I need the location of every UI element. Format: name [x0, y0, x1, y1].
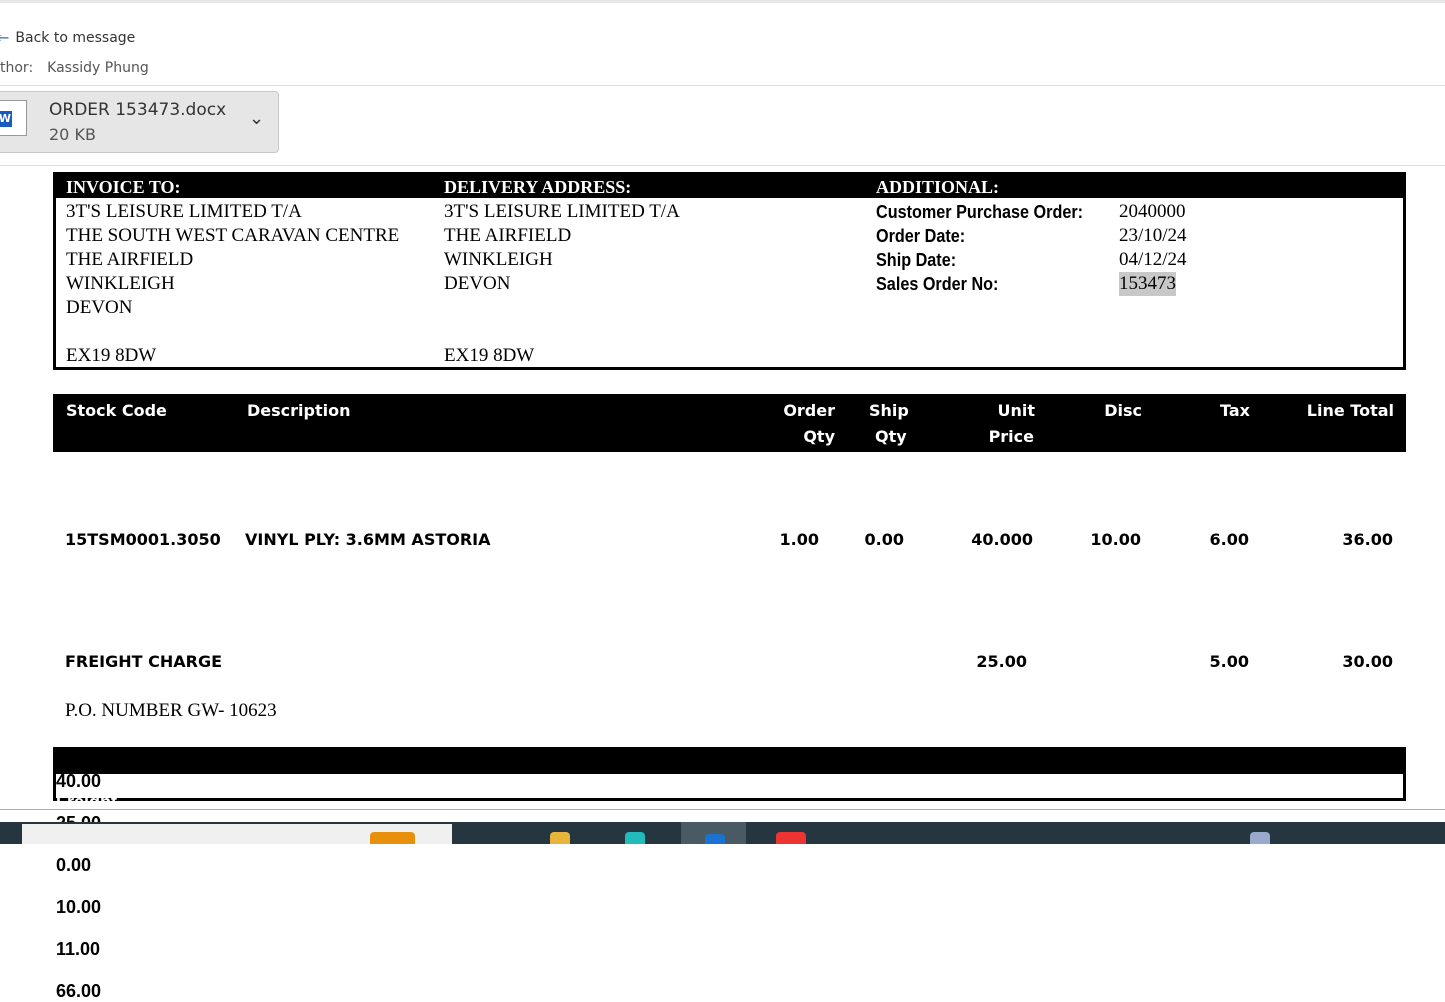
tax: 6.00 — [1209, 530, 1249, 549]
invoice-to-line: THE AIRFIELD — [66, 249, 194, 270]
col-ship-qty: Ship — [869, 401, 909, 420]
stock-code: FREIGHT CHARGE — [65, 652, 223, 671]
chevron-down-icon[interactable]: ⌄ — [249, 108, 265, 129]
delivery-line: WINKLEIGH — [444, 249, 553, 270]
invoice-to-heading: INVOICE TO: — [66, 177, 181, 197]
weather-icon[interactable] — [1250, 832, 1270, 844]
back-label: Back to message — [15, 29, 136, 46]
additional-value: 04/12/24 — [1119, 249, 1187, 270]
totals-label: Discount — [56, 876, 134, 896]
order-qty: 1.00 — [779, 530, 819, 549]
col-disc: Disc — [1104, 401, 1142, 420]
taskbar-search[interactable] — [22, 824, 452, 844]
delivery-line: THE AIRFIELD — [444, 225, 572, 246]
attachment-card[interactable]: W ORDER 153473.docx 20 KB ⌄ — [0, 91, 279, 153]
delivery-line: 3T'S LEISURE LIMITED T/A — [444, 201, 680, 222]
tax: 5.00 — [1209, 652, 1249, 671]
additional-heading: ADDITIONAL: — [876, 177, 1000, 197]
additional-label: Customer Purchase Order: — [876, 202, 1084, 222]
divider — [0, 809, 1445, 810]
totals-value: 0.00 — [56, 855, 92, 875]
address-header: INVOICE TO: DELIVERY ADDRESS: ADDITIONAL… — [56, 175, 1403, 198]
chrome-icon[interactable] — [776, 832, 806, 844]
author-name: Kassidy Phung — [47, 60, 149, 76]
totals-header-bar — [56, 750, 1403, 774]
invoice-to-line: THE SOUTH WEST CARAVAN CENTRE — [66, 225, 400, 246]
outlook-taskbar-button[interactable] — [681, 822, 746, 844]
totals-box: Gross Total40.00Freight25.00Miscellaneou… — [53, 747, 1406, 1001]
delivery-line: EX19 8DW — [444, 345, 535, 366]
invoice-to-line: WINKLEIGH — [66, 273, 175, 294]
file-explorer-icon[interactable] — [550, 832, 570, 844]
totals-value: 10.00 — [56, 897, 102, 917]
totals-label: Total invoice — [56, 960, 165, 980]
po-number-note: P.O. NUMBER GW- 10623 — [65, 700, 277, 721]
invoice-to-line: DEVON — [66, 297, 133, 318]
col-unit-price-2: Price — [988, 427, 1034, 446]
disc: 10.00 — [1090, 530, 1141, 549]
totals-label: Tax — [56, 918, 86, 938]
store-icon[interactable] — [370, 832, 415, 844]
delivery-heading: DELIVERY ADDRESS: — [444, 177, 632, 197]
author-label: thor: — [0, 60, 34, 76]
line-total: 36.00 — [1342, 530, 1393, 549]
totals-value: 66.00 — [56, 981, 102, 1001]
author-row: thor: Kassidy Phung — [0, 60, 149, 76]
col-stock-code: Stock Code — [66, 401, 167, 420]
unit-price: 25.00 — [976, 652, 1027, 671]
additional-value: 153473 — [1119, 272, 1176, 296]
table-header: Stock Code Description Order Qty Ship Qt… — [53, 394, 1406, 452]
address-box: INVOICE TO: DELIVERY ADDRESS: ADDITIONAL… — [53, 172, 1406, 370]
col-ship-qty-2: Qty — [875, 427, 907, 446]
additional-label: Ship Date: — [876, 250, 957, 270]
invoice-to-line: 3T'S LEISURE LIMITED T/A — [66, 201, 302, 222]
ship-qty: 0.00 — [864, 530, 904, 549]
description: VINYL PLY: 3.6MM ASTORIA — [245, 530, 491, 549]
word-doc-icon: W — [0, 100, 27, 136]
totals-value: 40.00 — [56, 771, 102, 791]
divider — [0, 85, 1445, 86]
col-unit-price: Unit — [997, 401, 1035, 420]
additional-label: Order Date: — [876, 226, 966, 246]
attachment-filename: ORDER 153473.docx — [49, 100, 227, 120]
additional-value: 2040000 — [1119, 201, 1186, 222]
unit-price: 40.000 — [971, 530, 1033, 549]
col-description: Description — [247, 401, 351, 420]
stock-code: 15TSM0001.3050 — [65, 530, 221, 549]
delivery-line: DEVON — [444, 273, 511, 294]
col-line-total: Line Total — [1306, 401, 1394, 420]
edge-icon[interactable] — [625, 832, 645, 844]
additional-value: 23/10/24 — [1119, 225, 1187, 246]
totals-value: 11.00 — [56, 939, 101, 959]
attachment-size: 20 KB — [49, 125, 96, 144]
back-to-message-link[interactable]: ← Back to message — [0, 28, 135, 47]
top-border — [0, 0, 1445, 3]
totals-label: Freight — [56, 792, 117, 812]
back-arrow-icon: ← — [0, 28, 10, 47]
col-tax: Tax — [1220, 401, 1250, 420]
col-order-qty: Order — [783, 401, 835, 420]
line-total: 30.00 — [1342, 652, 1393, 671]
divider — [0, 165, 1445, 166]
additional-label: Sales Order No: — [876, 274, 999, 294]
col-order-qty-2: Qty — [803, 427, 835, 446]
invoice-to-line: EX19 8DW — [66, 345, 157, 366]
